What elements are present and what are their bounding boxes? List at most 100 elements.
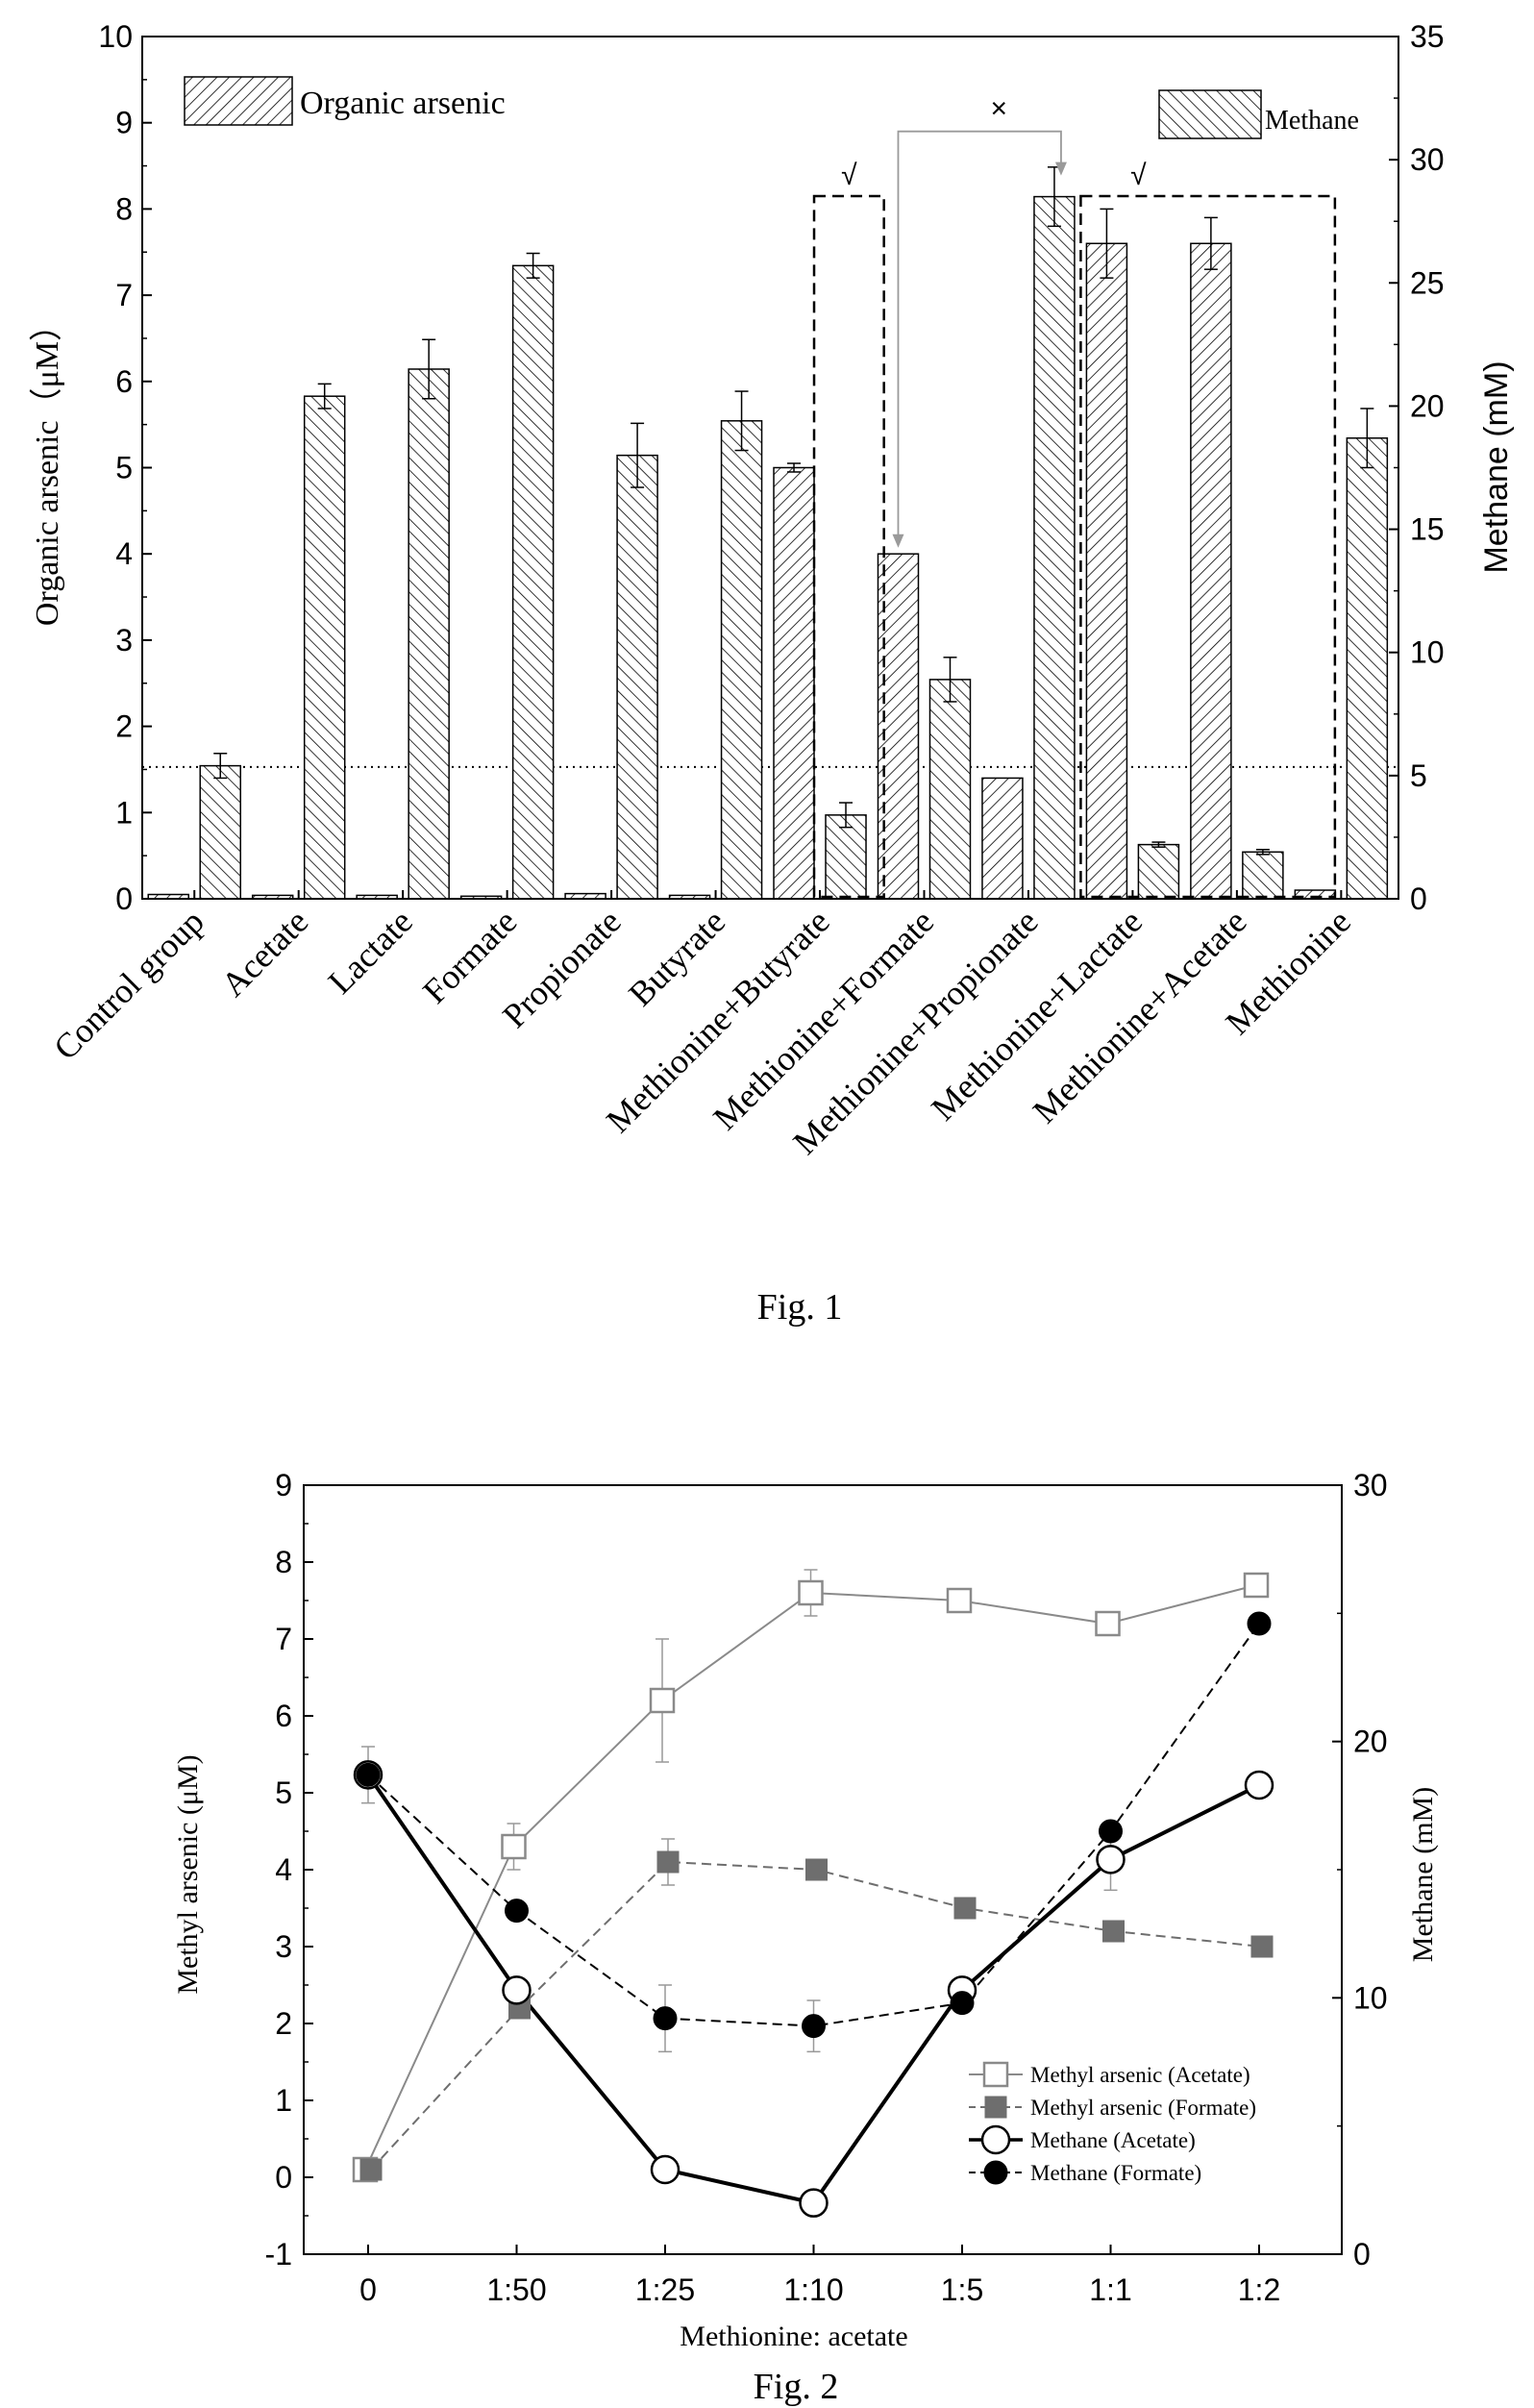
fig1-check-mark: √ bbox=[841, 160, 857, 191]
fig1-y2tick-label: 10 bbox=[1410, 635, 1445, 670]
fig2-point-methane-formate bbox=[802, 2014, 826, 2039]
fig1-left-axis: 0 1 2 3 4 5 6 7 8 9 10 bbox=[98, 19, 152, 916]
fig2-xtick-label: 0 bbox=[359, 2272, 377, 2307]
fig1-chart: √ √ × 0 1 2 3 4 5 6 7 8 9 10 0 5 10 15 20 25 30 35 Control … bbox=[29, 19, 1515, 1328]
fig1-xtick-label: Control group bbox=[46, 902, 211, 1067]
fig2-point-methyl-arsenic-formate bbox=[656, 1850, 680, 1874]
fig1-ytick-label: 4 bbox=[115, 536, 133, 571]
fig2-point-methyl-arsenic-acetate bbox=[1243, 1572, 1270, 1599]
fig1-highlight-box bbox=[812, 194, 885, 899]
fig2-markers bbox=[352, 1572, 1274, 2218]
fig2-y2tick-label: 0 bbox=[1353, 2237, 1371, 2271]
fig2-ytick-label: 6 bbox=[275, 1699, 292, 1733]
fig1-y2label: Methane (mM) bbox=[1478, 360, 1515, 573]
fig1-compare-arrow-line bbox=[897, 130, 1062, 538]
fig2-point-methane-acetate bbox=[1096, 1845, 1126, 1874]
fig2-point-methane-acetate bbox=[799, 2188, 829, 2218]
fig2-y2tick-label: 20 bbox=[1353, 1725, 1388, 1759]
fig2-ytick-label: 0 bbox=[275, 2160, 292, 2195]
fig2-point-methane-acetate bbox=[502, 1975, 532, 2005]
fig2-ytick-label: -1 bbox=[265, 2237, 292, 2271]
fig2-legend-marker bbox=[982, 2061, 1009, 2088]
fig1-bar-methane bbox=[616, 454, 658, 900]
fig1-y2tick-label: 15 bbox=[1410, 512, 1445, 547]
fig1-bar-methane bbox=[303, 395, 346, 900]
fig2-point-methyl-arsenic-formate bbox=[953, 1897, 977, 1920]
fig1-ytick-label: 6 bbox=[115, 364, 133, 399]
fig2-point-methane-acetate bbox=[1244, 1770, 1274, 1800]
fig1-bars bbox=[147, 195, 1389, 900]
fig2-point-methyl-arsenic-formate bbox=[359, 2158, 383, 2181]
fig2-legend-label: Methane (Acetate) bbox=[1030, 2128, 1196, 2152]
fig1-bar-organic-arsenic bbox=[1085, 242, 1128, 900]
fig1-ytick-label: 8 bbox=[115, 191, 133, 226]
fig1-x-axis: Control group Acetate LactateFormatePropio… bbox=[46, 890, 1358, 1162]
fig1-ytick-label: 7 bbox=[115, 278, 133, 312]
fig2-legend-marker bbox=[980, 2124, 1011, 2155]
fig2-ylabel: Methyl arsenic (μM) bbox=[172, 1754, 204, 1994]
fig2-point-methyl-arsenic-acetate bbox=[798, 1579, 824, 1606]
fig1-y2tick-label: 25 bbox=[1410, 265, 1445, 300]
fig1-legend-methane: Methane bbox=[1158, 89, 1359, 139]
fig2-ytick-label: 5 bbox=[275, 1775, 292, 1810]
fig1-ytick-label: 5 bbox=[115, 451, 133, 485]
fig2-point-methane-acetate bbox=[650, 2154, 680, 2185]
fig1-bar-methane bbox=[720, 420, 763, 900]
fig1-y2tick-label: 5 bbox=[1410, 758, 1427, 793]
fig1-ytick-label: 1 bbox=[115, 795, 133, 830]
fig2-legend-marker bbox=[983, 2160, 1008, 2185]
fig1-ytick-label: 9 bbox=[115, 106, 133, 140]
fig1-legend-organic-arsenic: Organic arsenic bbox=[184, 76, 506, 126]
fig2-error-bars bbox=[361, 1569, 1121, 2053]
fig1-xtick-label: Acetate bbox=[213, 902, 315, 1004]
fig1-annotations: √ √ × bbox=[812, 93, 1337, 899]
fig1-y2tick-label: 20 bbox=[1410, 388, 1445, 423]
fig1-compare-arrowhead bbox=[1054, 161, 1067, 176]
fig2-point-methane-formate bbox=[356, 1762, 381, 1787]
fig2-ytick-label: 1 bbox=[275, 2083, 292, 2118]
fig2-xtick-label: 1:5 bbox=[941, 2272, 983, 2307]
fig1-ytick-label: 2 bbox=[115, 709, 133, 744]
fig2-legend: Methyl arsenic (Acetate) Methyl arsenic (… bbox=[969, 2061, 1256, 2185]
fig1-xtick-label: Lactate bbox=[321, 902, 420, 1001]
fig1-error-bars bbox=[213, 166, 1374, 856]
fig2-legend-label: Methyl arsenic (Formate) bbox=[1030, 2096, 1256, 2120]
fig1-legend-methane-label: Methane bbox=[1265, 106, 1359, 136]
fig1-bar-methane bbox=[1033, 195, 1076, 900]
fig2-point-methane-formate bbox=[1247, 1611, 1272, 1636]
fig2-point-methyl-arsenic-acetate bbox=[1095, 1610, 1121, 1637]
fig1-ytick-label: 3 bbox=[115, 623, 133, 658]
fig2-point-methyl-arsenic-formate bbox=[805, 1858, 828, 1881]
fig2-legend-marker bbox=[984, 2096, 1007, 2119]
fig1-ytick-label: 0 bbox=[115, 881, 133, 916]
fig1-caption: Fig. 1 bbox=[757, 1287, 843, 1328]
fig2-right-axis: 0 10 20 30 bbox=[1332, 1468, 1388, 2271]
fig1-compare-arrowhead bbox=[892, 534, 904, 548]
fig2-xtick-label: 1:50 bbox=[486, 2272, 546, 2307]
fig1-y2tick-label: 0 bbox=[1410, 881, 1427, 916]
fig2-y2tick-label: 10 bbox=[1353, 1980, 1388, 2015]
fig1-bar-methane bbox=[408, 368, 450, 900]
fig1-bar-methane bbox=[199, 764, 241, 900]
fig1-y2tick-label: 35 bbox=[1410, 19, 1445, 54]
fig1-bar-organic-arsenic bbox=[773, 466, 815, 900]
fig2-chart: -1 0 1 2 3 4 5 6 7 8 9 0 10 20 30 0 1:50 1:25 1:10 1:5 1:1… bbox=[172, 1468, 1439, 2407]
fig2-point-methane-formate bbox=[653, 2006, 678, 2031]
fig1-bar-methane bbox=[928, 679, 972, 900]
fig1-ytick-label: 10 bbox=[98, 19, 133, 54]
fig2-y2tick-label: 30 bbox=[1353, 1468, 1388, 1502]
fig1-y2tick-label: 30 bbox=[1410, 142, 1445, 177]
fig1-ylabel: Organic arsenic（μM） bbox=[29, 309, 65, 626]
fig2-ytick-label: 4 bbox=[275, 1852, 292, 1887]
fig1-check-mark: √ bbox=[1130, 160, 1147, 191]
fig2-xlabel: Methionine: acetate bbox=[680, 2321, 907, 2352]
fig1-bar-methane bbox=[1346, 436, 1389, 900]
fig2-y2label: Methane (mM) bbox=[1407, 1787, 1439, 1962]
fig1-bar-methane bbox=[1137, 843, 1180, 900]
fig1-cross-mark: × bbox=[990, 93, 1007, 125]
fig2-ytick-label: 9 bbox=[275, 1468, 292, 1502]
fig1-bar-methane bbox=[825, 814, 867, 900]
fig2-ytick-label: 7 bbox=[275, 1622, 292, 1656]
fig1-bar-organic-arsenic bbox=[981, 777, 1024, 900]
fig2-xtick-label: 1:1 bbox=[1089, 2272, 1131, 2307]
